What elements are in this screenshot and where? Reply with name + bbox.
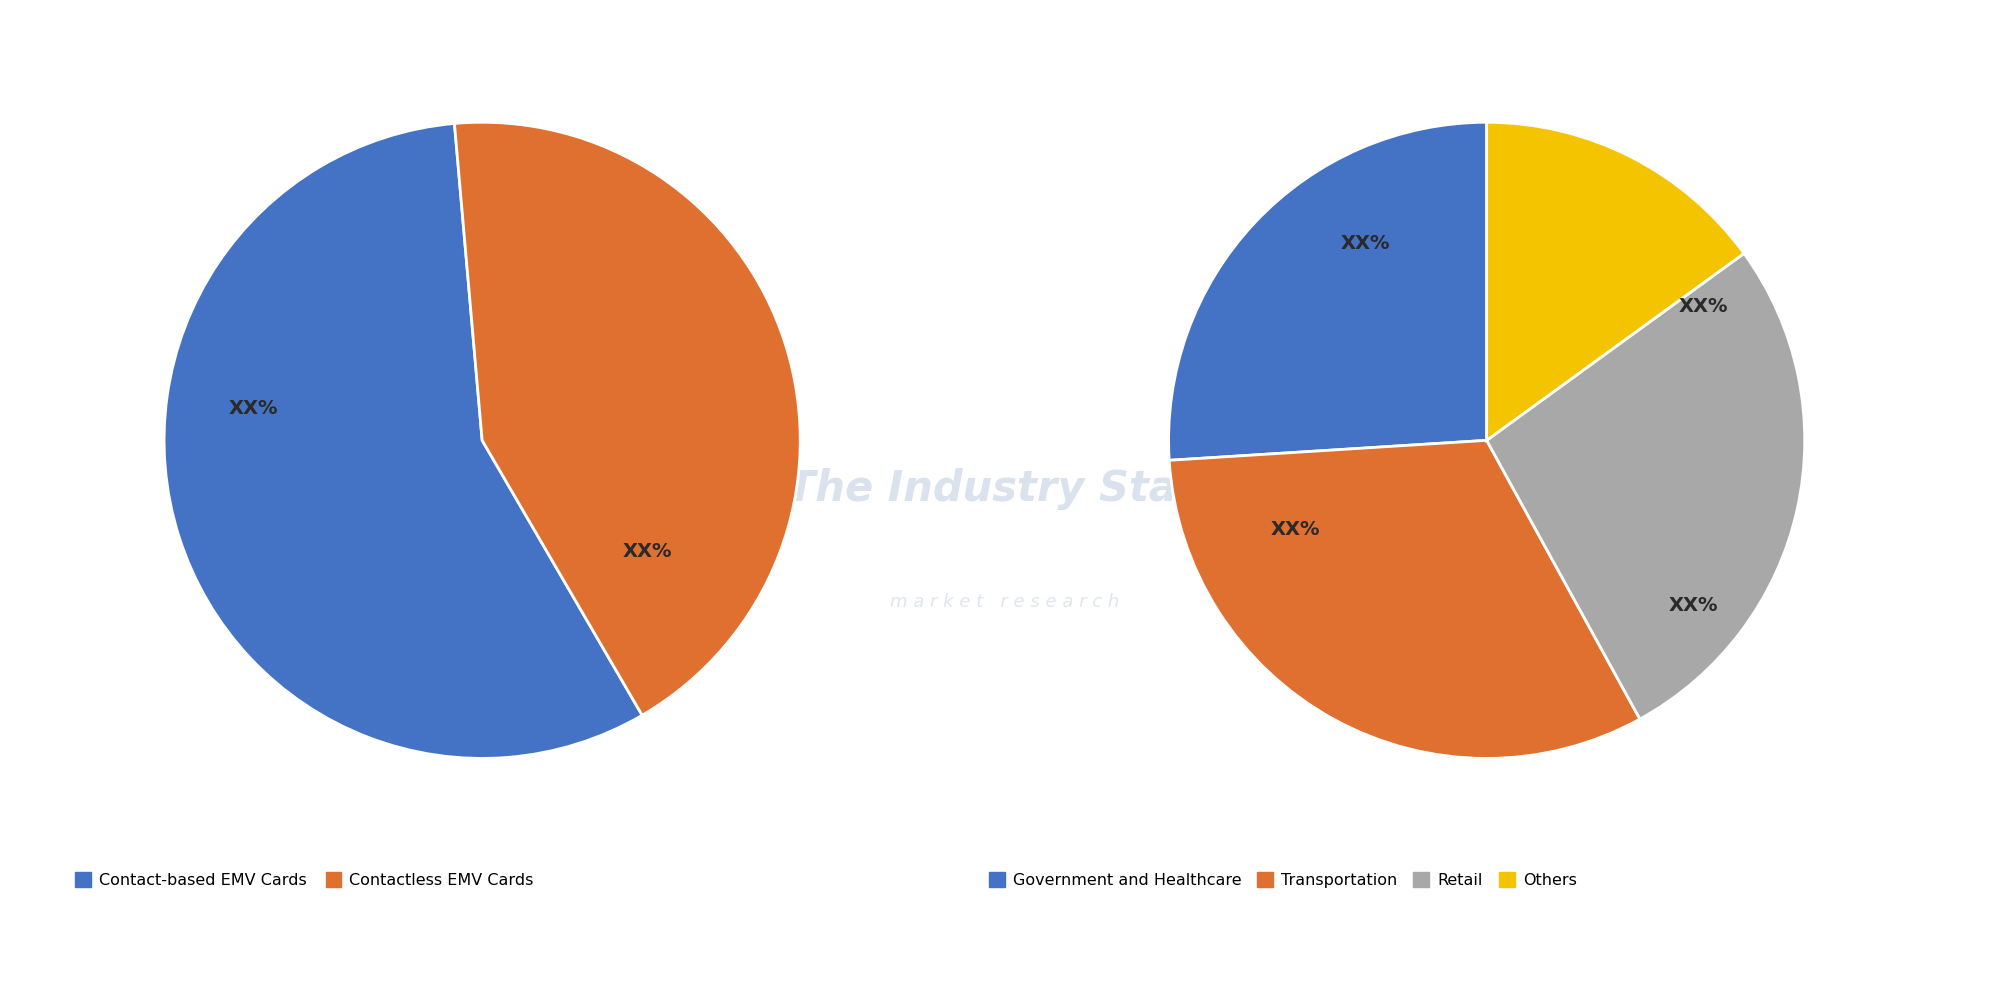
Text: XX%: XX% xyxy=(1669,596,1718,615)
Text: m a r k e t   r e s e a r c h: m a r k e t r e s e a r c h xyxy=(890,593,1119,611)
Wedge shape xyxy=(454,122,800,716)
Text: Email: sales@theindustrystats.com: Email: sales@theindustrystats.com xyxy=(840,950,1169,968)
Wedge shape xyxy=(165,123,643,758)
Text: XX%: XX% xyxy=(623,542,673,562)
Wedge shape xyxy=(1487,253,1804,719)
Text: XX%: XX% xyxy=(1678,297,1728,316)
Text: XX%: XX% xyxy=(1342,234,1390,252)
Text: XX%: XX% xyxy=(229,399,277,418)
Wedge shape xyxy=(1169,122,1487,460)
Text: Source: Theindustrystats Analysis: Source: Theindustrystats Analysis xyxy=(24,950,344,968)
Text: The Industry Stats: The Industry Stats xyxy=(788,468,1221,510)
Wedge shape xyxy=(1487,122,1744,440)
Wedge shape xyxy=(1169,440,1639,758)
Legend: Government and Healthcare, Transportation, Retail, Others: Government and Healthcare, Transportatio… xyxy=(982,866,1583,895)
Text: Website: www.theindustrystats.com: Website: www.theindustrystats.com xyxy=(1643,950,1985,968)
Text: XX%: XX% xyxy=(1272,520,1320,539)
Text: Fig. Global EMV Card Market Share by Product Types & Application: Fig. Global EMV Card Market Share by Pro… xyxy=(26,43,1021,69)
